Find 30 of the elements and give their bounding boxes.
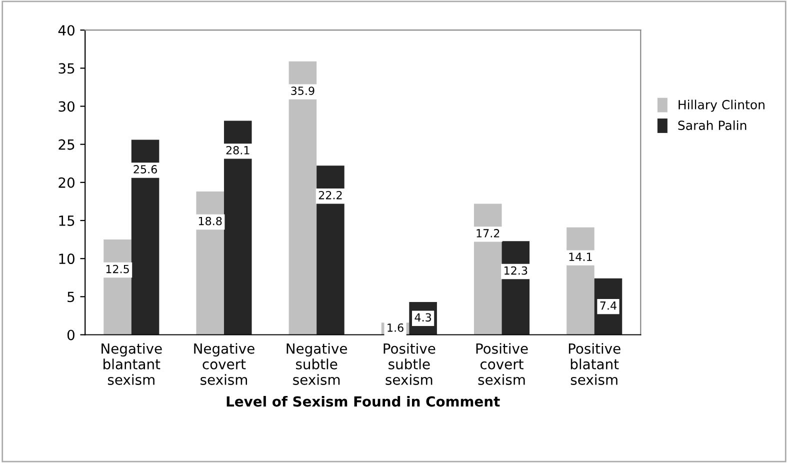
x-tick-label: Positive covert sexism — [476, 343, 528, 385]
y-tick-label: 30 — [58, 101, 74, 112]
data-label: 25.6 — [134, 165, 157, 174]
y-tick-label: 20 — [58, 177, 74, 188]
x-axis-title: Level of Sexism Found in Comment — [226, 396, 500, 407]
data-label: 18.8 — [198, 216, 222, 226]
y-tick-label: 5 — [68, 292, 74, 302]
data-label: 12.5 — [106, 264, 129, 274]
legend-label: Sarah Palin — [678, 120, 746, 130]
y-tick-label: 35 — [58, 63, 74, 74]
x-tick-label: Negative subtle sexism — [286, 343, 348, 385]
x-tick-label: Negative blantant sexism — [102, 343, 162, 385]
data-label: 4.3 — [414, 313, 431, 322]
x-tick-label: Positive blatant sexism — [568, 343, 620, 385]
data-label: 1.6 — [388, 323, 404, 332]
x-tick-label: Positive subtle sexism — [384, 343, 436, 385]
data-label: 12.3 — [504, 266, 528, 275]
y-tick-label: 0 — [67, 330, 74, 340]
data-label: 7.4 — [600, 302, 616, 310]
data-label: 22.2 — [318, 190, 342, 200]
data-label: 28.1 — [226, 146, 250, 154]
x-tick-label: Negative covert sexism — [194, 343, 254, 385]
y-tick-label: 25 — [58, 139, 74, 150]
y-tick-label: 10 — [59, 254, 74, 264]
y-tick-label: 15 — [59, 216, 74, 226]
legend-label: Hillary Clinton — [678, 100, 764, 112]
data-label: 14.1 — [569, 252, 592, 261]
data-label: 17.2 — [476, 229, 500, 238]
y-tick-label: 40 — [58, 25, 74, 36]
data-label: 35.9 — [291, 86, 314, 96]
